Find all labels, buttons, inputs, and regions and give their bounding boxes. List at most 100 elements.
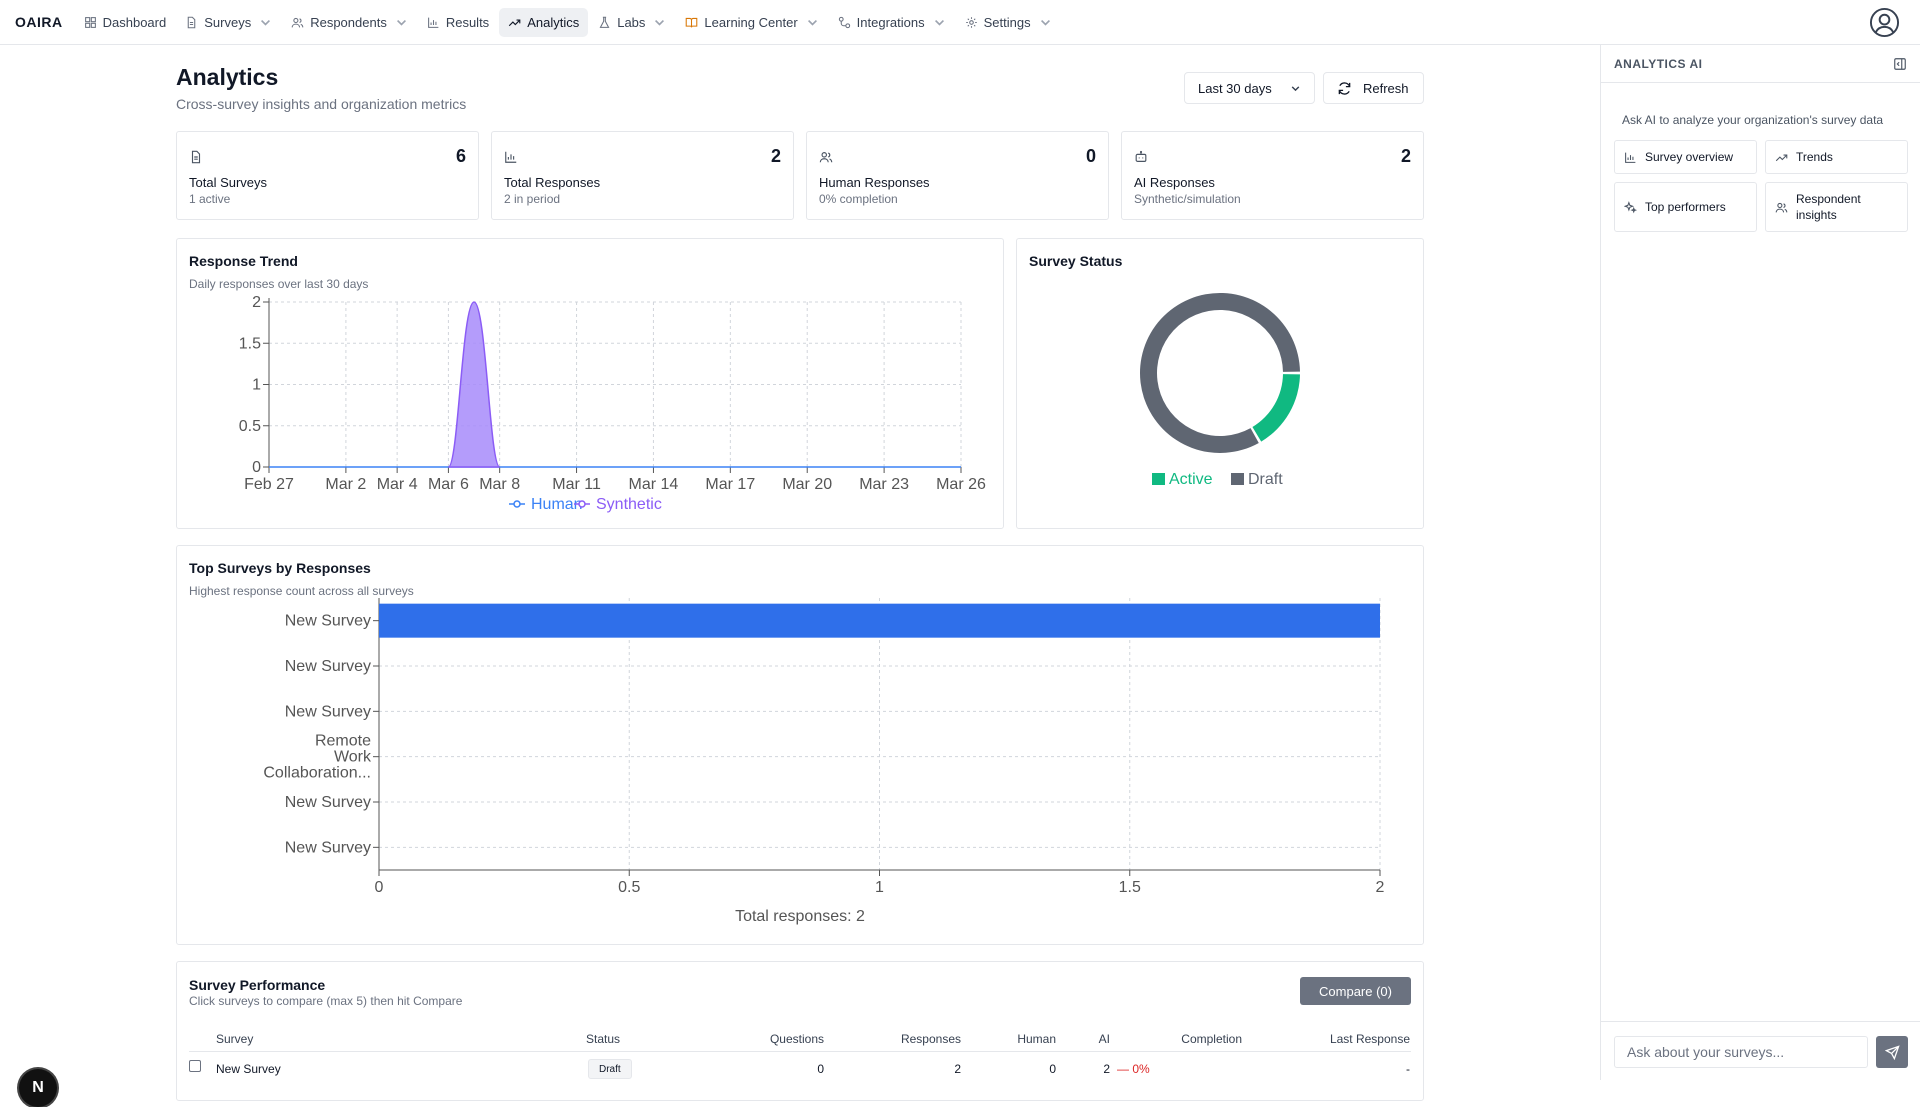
grid-icon [84,16,96,28]
x-tick-label: Mar 4 [377,476,418,493]
refresh-icon [1338,81,1351,95]
bar-chart-icon [505,151,517,163]
nav-results[interactable]: Results [418,8,498,37]
x-tick-label: 0.5 [618,879,640,896]
category-label: New Survey [285,658,371,675]
cell-completion: — 0% [1117,1062,1150,1076]
category-label: New Survey [285,794,371,811]
row-select-checkbox[interactable] [189,1060,201,1072]
category-label: New Survey [285,613,371,630]
button-label: Survey overview [1645,150,1734,164]
stat-card-total-surveys: 6 Total Surveys 1 active [176,131,479,220]
status-badge: Draft [588,1059,632,1079]
response-trend-chart: 0 0.5 1 1.5 2 Feb 27 Mar 2 Mar 4 Mar 6 Mar 8 Mar 1… [239,294,986,513]
x-tick-label: Mar 20 [782,476,832,493]
nav-learning-center[interactable]: Learning Center [676,8,827,37]
nav-label: Dashboard [102,14,167,30]
legend-marker-human-dot [513,500,521,508]
cell-survey: New Survey [216,1062,281,1076]
stat-card-ai-responses: 2 AI Responses Synthetic/simulation [1121,131,1424,220]
legend-label-active: Active [1169,471,1213,488]
response-trend-card: Response Trend Daily responses over last… [176,238,1004,529]
x-tick-label: Feb 27 [244,476,294,493]
nav-analytics[interactable]: Analytics [499,7,589,37]
survey-overview-button[interactable]: Survey overview [1614,140,1757,174]
page-subtitle: Cross-survey insights and organization m… [176,96,467,112]
x-tick-label: 0 [375,879,384,896]
date-range-select[interactable]: Last 30 days [1184,72,1315,104]
refresh-label: Refresh [1363,80,1409,96]
main-content: Analytics Cross-survey insights and orga… [0,45,1600,1107]
button-label: Top performers [1645,200,1726,214]
send-button[interactable] [1876,1036,1908,1068]
x-tick-label: Mar 17 [705,476,755,493]
document-icon [191,150,201,164]
column-header-questions[interactable]: Questions [769,1032,824,1046]
respondent-insights-button[interactable]: Respondent insights [1765,182,1908,232]
column-header-status[interactable]: Status [586,1032,621,1046]
nav-label: Learning Center [704,14,798,30]
input-divider [1601,1021,1920,1022]
pie-slice-active [1252,374,1300,442]
y-tick-label: 0.5 [239,418,261,435]
refresh-button[interactable]: Refresh [1323,72,1424,104]
document-icon [187,16,196,28]
bar-chart-icon [1625,152,1636,163]
brand-logo[interactable]: OAIRA [15,14,63,30]
header-divider [189,1051,1411,1052]
user-avatar-icon[interactable] [1869,7,1900,38]
dev-tools-badge[interactable]: N [19,1069,57,1107]
stat-label: Human Responses [819,175,930,190]
x-tick-label: Mar 23 [859,476,909,493]
x-tick-label: Mar 14 [629,476,679,493]
top-performers-button[interactable]: Top performers [1614,182,1757,232]
nav-dashboard[interactable]: Dashboard [75,8,176,37]
panel-intro: Ask AI to analyze your organization's su… [1622,113,1884,127]
trending-up-icon [509,18,521,26]
nav-settings[interactable]: Settings [956,8,1061,37]
category-label: Work [334,749,372,766]
panel-divider [1601,82,1920,83]
nav-respondents[interactable]: Respondents [282,8,417,37]
category-label: New Survey [285,703,371,720]
legend-marker-draft [1231,473,1244,485]
card-subtitle: Click surveys to compare (max 5) then hi… [189,994,463,1008]
trends-button[interactable]: Trends [1765,140,1908,174]
column-header-survey[interactable]: Survey [216,1032,254,1046]
column-header-ai[interactable]: AI [1098,1032,1110,1046]
column-header-last-response[interactable]: Last Response [1329,1032,1410,1046]
stat-card-total-responses: 2 Total Responses 2 in period [491,131,794,220]
nav-surveys[interactable]: Surveys [176,8,281,37]
stat-subtext: 1 active [189,192,231,206]
x-tick-label: Mar 6 [428,476,469,493]
chevron-down-icon [261,19,271,26]
column-header-completion[interactable]: Completion [1181,1032,1242,1046]
card-title: Survey Status [1029,253,1123,269]
column-header-human[interactable]: Human [1017,1032,1056,1046]
stat-value: 2 [770,146,781,166]
card-title: Response Trend [189,253,298,269]
total-responses-label: Total responses: 2 [735,908,865,925]
compare-button[interactable]: Compare (0) [1300,977,1411,1005]
nav-integrations[interactable]: Integrations [829,8,955,37]
ask-ai-input[interactable]: Ask about your surveys... [1614,1036,1868,1068]
cell-last-response: - [1406,1062,1410,1076]
nav-label: Labs [617,14,646,30]
column-header-responses[interactable]: Responses [900,1032,961,1046]
stat-value: 6 [455,146,466,166]
x-tick-label: Mar 11 [552,476,601,493]
x-tick-label: 1 [875,879,884,896]
nav-label: Respondents [310,14,387,30]
sparkles-icon [1624,200,1637,213]
series-area-synthetic [447,301,501,468]
category-label: New Survey [285,839,371,856]
nav-labs[interactable]: Labs [589,8,675,37]
link-icon [838,16,850,28]
analytics-ai-panel: ANALYTICS AI Ask AI to analyze your orga… [1600,45,1920,1080]
panel-collapse-icon[interactable] [1893,57,1907,71]
x-tick-label: 2 [1376,879,1385,896]
users-icon [291,17,304,27]
legend-label-draft: Draft [1248,471,1283,488]
cell-questions: 0 [817,1062,824,1076]
x-tick-label: 1.5 [1119,879,1141,896]
